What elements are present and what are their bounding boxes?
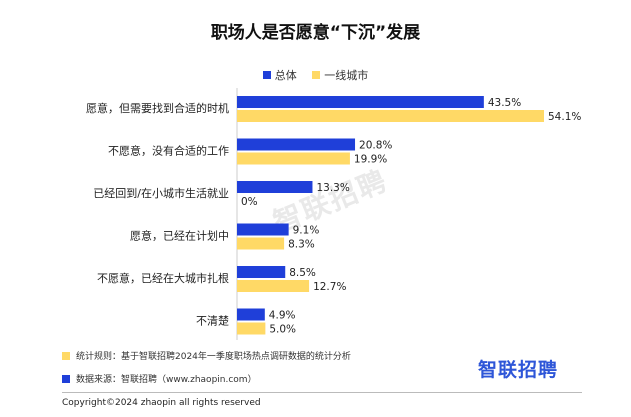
bar-tier1 — [237, 280, 310, 292]
legend-label-series-1: 总体 — [274, 69, 297, 82]
data-label: 9.1% — [293, 225, 320, 237]
brand-logo: 智联招聘 — [478, 359, 559, 381]
legend-label-series-2: 一线城市 — [324, 69, 369, 82]
data-label: 8.3% — [288, 239, 315, 251]
legend-item-series-1: 总体 — [262, 67, 297, 83]
legend-swatch-series-1 — [262, 71, 271, 79]
category-label: 愿意，已经在计划中 — [130, 229, 229, 243]
chart-title: 职场人是否愿意“下沉”发展 — [210, 23, 421, 43]
bar-tier1 — [237, 110, 544, 122]
legend-swatch-series-2 — [312, 71, 321, 79]
legend-item-series-2: 一线城市 — [312, 67, 368, 83]
category-label: 已经回到/在小城市生活就业 — [93, 186, 229, 200]
note-rule: 统计规则：基于智联招聘2024年一季度职场热点调研数据的统计分析 — [62, 349, 351, 362]
note-rule-text: 统计规则：基于智联招聘2024年一季度职场热点调研数据的统计分析 — [76, 352, 351, 362]
data-label: 43.5% — [488, 97, 521, 109]
bar-tier1 — [237, 152, 350, 165]
data-label: 54.1% — [548, 111, 581, 123]
data-label: 19.9% — [354, 154, 387, 166]
footer-divider — [62, 392, 582, 393]
bar-chart: 愿意，但需要找到合适的时机 43.5% 54.1% 不愿意，没有合适的工作 20.8% 1… — [86, 88, 581, 340]
bar-overall — [237, 181, 313, 193]
data-label: 13.3% — [316, 182, 349, 194]
data-label: 12.7% — [313, 281, 346, 293]
category-label: 愿意，但需要找到合适的时机 — [86, 101, 229, 115]
bar-tier1 — [237, 237, 285, 250]
category-label: 不愿意，已经在大城市扎根 — [97, 271, 229, 285]
data-label: 4.9% — [269, 310, 296, 322]
bar-overall — [237, 308, 265, 321]
bar-tier1 — [237, 322, 266, 335]
data-label: 5.0% — [269, 324, 296, 336]
data-label: 8.5% — [289, 267, 316, 279]
note-source-swatch — [62, 375, 70, 383]
data-label: 0% — [241, 196, 258, 208]
note-source: 数据来源：智联招聘（www.zhaopin.com） — [62, 372, 257, 385]
bar-overall — [237, 138, 356, 151]
bar-overall — [237, 266, 286, 278]
data-label: 20.8% — [359, 140, 392, 152]
category-label: 不愿意，没有合适的工作 — [108, 144, 229, 158]
bar-overall — [237, 223, 289, 236]
legend: 总体 一线城市 — [0, 67, 631, 83]
category-label: 不清楚 — [196, 314, 229, 328]
note-rule-swatch — [62, 352, 70, 360]
copyright-text: Copyright©2024 zhaopin all rights reserv… — [62, 398, 261, 408]
bar-overall — [237, 96, 484, 108]
note-source-text: 数据来源：智联招聘（www.zhaopin.com） — [76, 375, 257, 385]
